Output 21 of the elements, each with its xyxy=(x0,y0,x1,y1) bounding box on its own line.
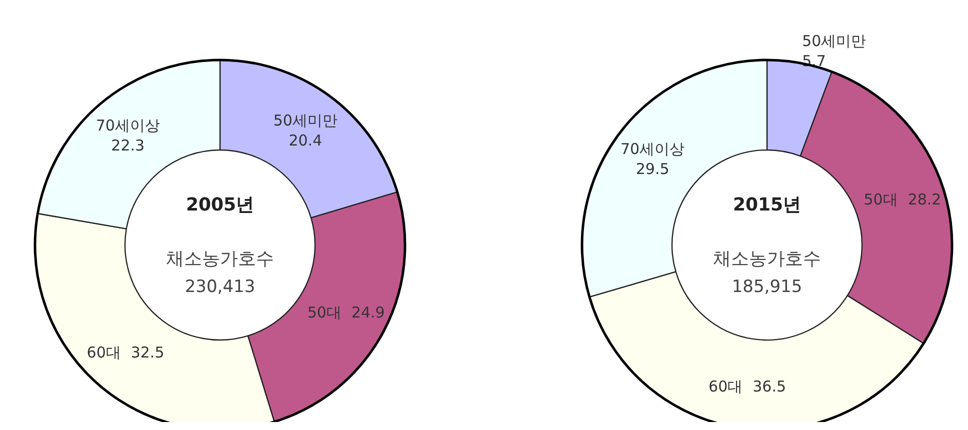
text: 230,413 xyxy=(184,277,256,297)
text: 2015년 xyxy=(732,194,802,216)
slice-label: 60대 xyxy=(86,343,121,362)
slice-label: 50세미만 xyxy=(273,111,338,130)
data-label: 32.5 xyxy=(130,343,164,362)
slice-label: 70세이상 xyxy=(620,140,685,158)
data-label: 28.2 xyxy=(908,190,942,208)
data-label: 20.4 xyxy=(288,131,322,150)
slice-label: 50세미만 xyxy=(802,32,866,50)
slice-label: 50대 xyxy=(864,190,898,208)
data-label: 22.3 xyxy=(111,136,145,155)
text: 채소농가호수 xyxy=(713,248,821,270)
text: 채소농가호수 xyxy=(166,248,274,270)
slice-label: 50대 xyxy=(307,303,342,322)
data-label: 29.5 xyxy=(636,160,670,178)
slice-label: 70세이상 xyxy=(96,116,160,135)
slice-label: 60대 xyxy=(708,378,743,396)
text: 2005년 xyxy=(186,194,254,216)
data-label: 36.5 xyxy=(752,378,786,396)
text: 185,915 xyxy=(732,277,802,297)
data-label: 24.9 xyxy=(351,303,385,322)
